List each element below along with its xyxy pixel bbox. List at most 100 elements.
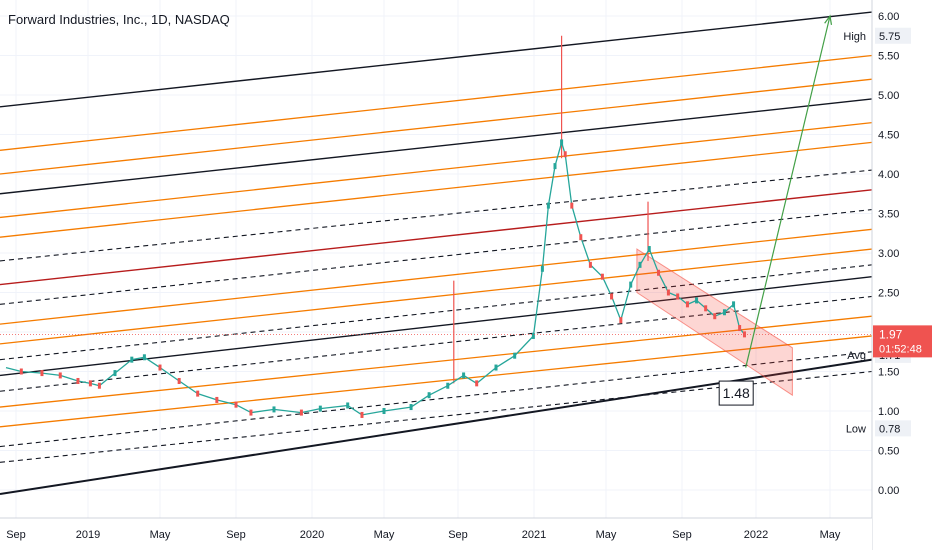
price-candle (570, 202, 574, 209)
low-label: Low (846, 423, 866, 435)
avg-label: Avg (847, 350, 866, 362)
price-axis-background (872, 0, 932, 550)
price-candle (346, 402, 350, 409)
channel-line-dashed (0, 351, 873, 448)
channel-line-red (0, 189, 873, 286)
x-tick-label: May (820, 529, 841, 541)
price-candle (130, 356, 134, 363)
channel-line-dashed (0, 264, 873, 361)
price-candle (695, 297, 699, 304)
y-tick-label: 0.50 (878, 446, 899, 458)
x-tick-label: Sep (448, 529, 468, 541)
price-candle (638, 261, 642, 268)
price-candle (531, 332, 535, 339)
y-tick-label: 6.00 (878, 11, 899, 23)
price-candle (409, 404, 413, 411)
price-candle (553, 163, 557, 170)
x-tick-label: Sep (6, 529, 26, 541)
price-candle (382, 408, 386, 414)
channel-line-orange (0, 122, 873, 219)
y-tick-label: 1.00 (878, 406, 899, 418)
price-candle (629, 281, 633, 288)
price-candle (234, 401, 238, 408)
y-tick-label: 4.00 (878, 169, 899, 181)
low-value: 0.78 (879, 423, 900, 435)
price-candle (427, 392, 431, 399)
x-tick-label: May (374, 529, 395, 541)
price-candle (732, 301, 736, 308)
price-candle (19, 368, 23, 375)
channel-line-orange (0, 78, 873, 175)
high-badge (875, 27, 911, 44)
down-channel-band (636, 248, 793, 397)
price-candle (657, 269, 661, 276)
price-candle (704, 305, 708, 312)
y-tick-label: 1.50 (878, 367, 899, 379)
channel-line-orange (0, 141, 873, 238)
price-candle (713, 313, 717, 320)
high-value: 5.75 (879, 31, 900, 43)
channel-line-orange (0, 54, 873, 151)
projection-arrow (745, 15, 831, 368)
channel-line-orange (0, 315, 873, 408)
price-candle (113, 370, 117, 377)
price-candle (588, 261, 592, 268)
x-tick-label: Sep (672, 529, 692, 541)
price-candle (88, 380, 92, 387)
price-candle (647, 246, 651, 253)
x-tick-label: May (596, 529, 617, 541)
x-tick-label: 2019 (76, 529, 100, 541)
channel-line-dashed (0, 209, 873, 305)
price-candle (318, 405, 322, 412)
price-candle (579, 234, 583, 241)
channel-line-black-thick (0, 358, 873, 495)
y-tick-label: 2.50 (878, 288, 899, 300)
price-candle (600, 273, 604, 280)
price-spikes (453, 35, 649, 384)
price-candle (619, 317, 623, 324)
y-tick-label: 4.50 (878, 130, 899, 142)
price-candle (360, 411, 364, 418)
high-label: High (843, 31, 866, 43)
price-candle (666, 289, 670, 296)
price-candle (462, 372, 466, 379)
price-candle (494, 364, 498, 371)
price-candle (299, 409, 303, 416)
price-line (5, 141, 746, 416)
current-price-value: 1.97 (879, 327, 903, 341)
y-tick-label: 0.00 (878, 485, 899, 497)
price-candle (177, 377, 181, 384)
y-tick-label: 5.00 (878, 90, 899, 102)
channel-line-orange (0, 248, 873, 345)
price-candle (249, 409, 253, 416)
price-candle (40, 370, 44, 377)
price-candle (196, 390, 200, 397)
chart-overlays: 1.48 (0, 14, 872, 406)
price-candle (546, 202, 550, 209)
price-candle (685, 301, 689, 308)
y-tick-label: 3.00 (878, 248, 899, 260)
channel-line-dashed (0, 295, 873, 392)
x-tick-label: Sep (226, 529, 246, 541)
y-tick-label: 3.50 (878, 209, 899, 221)
price-candle (76, 377, 80, 384)
price-candle (676, 293, 680, 300)
low-badge (875, 420, 911, 437)
price-candle (97, 382, 101, 389)
price-series (5, 139, 746, 418)
price-candle (722, 309, 726, 316)
current-price-badge (873, 325, 932, 358)
price-candle (560, 139, 564, 146)
bar-countdown: 01:52:48 (879, 343, 922, 355)
channel-line-dashed (0, 169, 873, 262)
projection-arrow-head (824, 14, 833, 25)
down-channel (636, 248, 793, 397)
x-tick-label: 2021 (522, 529, 546, 541)
x-tick-label: 2020 (300, 529, 324, 541)
price-candle (272, 406, 276, 413)
annotation-label: 1.48 (723, 385, 750, 401)
time-axis-background (0, 518, 872, 550)
channel-line-black (0, 11, 873, 108)
